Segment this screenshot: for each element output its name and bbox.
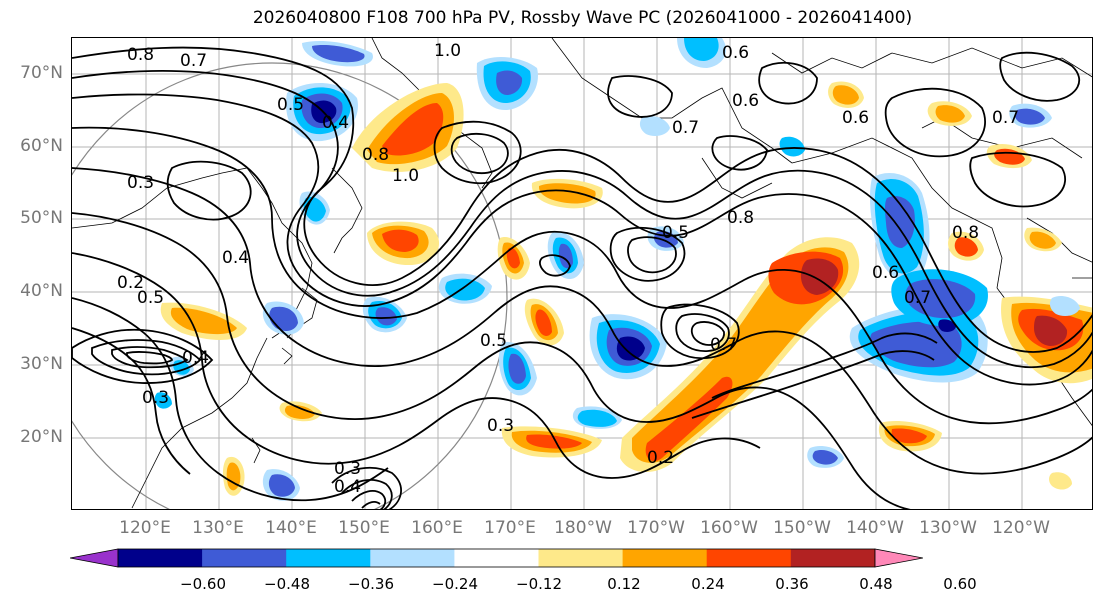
- colorbar-extend-max: [874, 548, 923, 568]
- contour-label: 0.3: [142, 388, 169, 408]
- colorbar-tick: −0.12: [516, 575, 562, 593]
- map-svg: 0.8 0.7 1.0 0.5 0.4 0.6 0.8 0.3 1.0 0.4 …: [72, 38, 1092, 509]
- contour-label: 0.7: [992, 108, 1019, 128]
- colorbar-tick: −0.36: [348, 575, 394, 593]
- contour-label: 0.4: [222, 248, 249, 268]
- colorbar-tick: 0.12: [607, 575, 641, 593]
- colorbar-tick: 0.48: [859, 575, 893, 593]
- lon-label-160e: 160°E: [411, 518, 463, 538]
- contour-label: 0.5: [277, 95, 304, 115]
- colorbar-segment: [790, 549, 876, 567]
- contour-label: 0.6: [732, 91, 759, 111]
- contour-label: 0.6: [842, 108, 869, 128]
- contour-label: 0.7: [180, 51, 207, 71]
- contour-label: 0.8: [727, 208, 754, 228]
- contour-label: 0.7: [904, 288, 931, 308]
- colorbar-segment: [118, 549, 203, 567]
- lon-label-170e: 170°E: [484, 518, 536, 538]
- colorbar-tick: −0.24: [432, 575, 478, 593]
- contour-label: 0.8: [952, 223, 979, 243]
- lon-label-150w: 150°W: [773, 518, 831, 538]
- colorbar-extend-min: [70, 548, 119, 568]
- colorbar-segment: [454, 549, 539, 567]
- range-circle: [72, 62, 508, 509]
- lon-label-160w: 160°W: [700, 518, 758, 538]
- lat-label-70n: 70°N: [20, 63, 63, 83]
- colorbar-segment: [622, 549, 708, 567]
- colorbar-tick: 0.60: [943, 575, 977, 593]
- contour-label: 0.4: [334, 477, 361, 497]
- colorbar-tick: −0.48: [264, 575, 310, 593]
- lon-label-140w: 140°W: [846, 518, 904, 538]
- contour-label: 0.8: [362, 145, 389, 165]
- colorbar-segment: [286, 549, 371, 567]
- lat-label-30n: 30°N: [20, 354, 63, 374]
- contour-label: 0.3: [127, 173, 154, 193]
- contour-label: 0.5: [662, 223, 689, 243]
- lon-label-140e: 140°E: [265, 518, 317, 538]
- map-panel: 0.8 0.7 1.0 0.5 0.4 0.6 0.8 0.3 1.0 0.4 …: [71, 37, 1093, 510]
- pv-negative-fills: [154, 38, 1080, 501]
- lon-label-170w: 170°W: [627, 518, 685, 538]
- colorbar-segments: [70, 548, 923, 568]
- pv-anomaly-fills: [160, 81, 1092, 496]
- colorbar-outline: [117, 548, 876, 568]
- contour-label: 0.3: [487, 416, 514, 436]
- colorbar-tick: −0.60: [180, 575, 226, 593]
- contour-label: 1.0: [434, 41, 461, 61]
- lat-label-50n: 50°N: [20, 208, 63, 228]
- colorbar-segment: [370, 549, 455, 567]
- contour-label: 0.6: [722, 43, 749, 63]
- colorbar-segment: [202, 549, 287, 567]
- colorbar-tick: 0.36: [775, 575, 809, 593]
- contour-label: 0.5: [137, 288, 164, 308]
- lon-label-130w: 130°W: [919, 518, 977, 538]
- lon-label-120w: 120°W: [992, 518, 1050, 538]
- lon-label-130e: 130°E: [192, 518, 244, 538]
- contour-label: 0.8: [127, 45, 154, 65]
- contour-label: 0.7: [710, 335, 737, 355]
- lat-label-60n: 60°N: [20, 136, 63, 156]
- colorbar-segment: [538, 549, 624, 567]
- contour-label: 0.6: [872, 263, 899, 283]
- lon-label-150e: 150°E: [338, 518, 390, 538]
- contour-label: 0.4: [322, 113, 349, 133]
- pv-contours: [72, 46, 1092, 509]
- contour-label: 1.0: [392, 166, 419, 186]
- map-title: 2026040800 F108 700 hPa PV, Rossby Wave …: [252, 8, 913, 28]
- lat-label-20n: 20°N: [20, 427, 63, 447]
- contour-label: 0.4: [182, 348, 209, 368]
- lat-label-40n: 40°N: [20, 281, 63, 301]
- contour-label: 0.5: [480, 331, 507, 351]
- lon-label-120e: 120°E: [119, 518, 171, 538]
- contour-label: 0.3: [334, 459, 361, 479]
- contour-label: 0.2: [647, 448, 674, 468]
- contour-label: 0.2: [117, 273, 144, 293]
- contour-label: 0.7: [672, 118, 699, 138]
- colorbar-tick: 0.24: [691, 575, 725, 593]
- colorbar-segment: [706, 549, 792, 567]
- colorbar: [70, 548, 923, 568]
- contour-labels: 0.8 0.7 1.0 0.5 0.4 0.6 0.8 0.3 1.0 0.4 …: [117, 41, 1019, 497]
- lon-label-180w: 180°W: [554, 518, 612, 538]
